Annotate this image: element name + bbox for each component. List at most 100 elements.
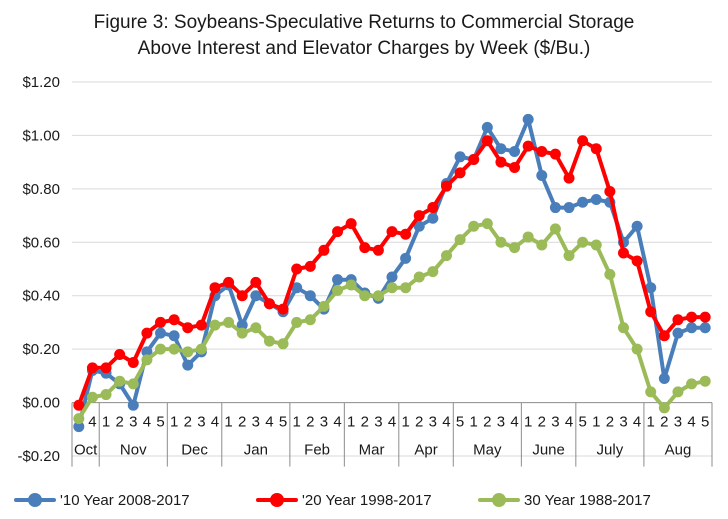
x-tick-week-label: 3 bbox=[429, 414, 437, 431]
data-point-series-1 bbox=[400, 228, 412, 240]
data-point-series-2 bbox=[631, 343, 643, 355]
data-point-series-1 bbox=[549, 148, 561, 160]
data-point-series-0 bbox=[155, 327, 167, 339]
data-point-series-1 bbox=[332, 226, 344, 238]
data-point-series-2 bbox=[536, 239, 548, 251]
x-tick-week-label: 1 bbox=[401, 414, 409, 431]
data-point-series-1 bbox=[372, 244, 384, 256]
x-tick-week-label: 4 bbox=[211, 414, 219, 431]
legend: '10 Year 2008-2017 '20 Year 1998-2017 30… bbox=[0, 488, 728, 512]
data-point-series-2 bbox=[304, 314, 316, 326]
y-tick-label: $1.20 bbox=[22, 74, 60, 91]
data-point-series-1 bbox=[481, 135, 493, 147]
data-point-series-0 bbox=[127, 399, 139, 411]
data-point-series-0 bbox=[658, 373, 670, 385]
data-point-series-1 bbox=[304, 260, 316, 272]
x-tick-month-label: Oct bbox=[74, 442, 98, 459]
x-tick-week-label: 2 bbox=[306, 414, 314, 431]
data-point-series-1 bbox=[590, 143, 602, 155]
data-point-series-0 bbox=[577, 196, 589, 208]
data-point-series-0 bbox=[631, 220, 643, 232]
y-tick-label: $0.80 bbox=[22, 181, 60, 198]
data-point-series-1 bbox=[263, 298, 275, 310]
data-point-series-0 bbox=[536, 170, 548, 181]
data-point-series-2 bbox=[73, 413, 85, 425]
legend-item-30-year: 30 Year 1988-2017 bbox=[478, 488, 651, 512]
x-tick-month-label: May bbox=[473, 442, 502, 459]
x-tick-week-label: 5 bbox=[156, 414, 164, 431]
x-tick-week-label: 2 bbox=[115, 414, 123, 431]
data-point-series-1 bbox=[563, 172, 575, 184]
data-point-series-2 bbox=[277, 338, 289, 350]
data-point-series-2 bbox=[686, 378, 698, 390]
data-point-series-2 bbox=[250, 322, 262, 334]
data-point-series-2 bbox=[522, 231, 534, 243]
data-point-series-0 bbox=[672, 327, 684, 339]
x-tick-month-label: Dec bbox=[181, 442, 208, 459]
data-point-series-0 bbox=[400, 252, 412, 264]
data-point-series-2 bbox=[413, 271, 425, 283]
data-point-series-0 bbox=[332, 274, 344, 286]
legend-swatch-30-year bbox=[478, 493, 520, 507]
x-tick-month-label: Feb bbox=[304, 442, 330, 459]
data-point-series-0 bbox=[645, 282, 657, 294]
x-tick-month-label: Apr bbox=[414, 442, 437, 459]
data-point-series-1 bbox=[114, 348, 126, 360]
data-point-series-2 bbox=[617, 322, 629, 334]
series-lines bbox=[73, 113, 711, 433]
data-point-series-0 bbox=[699, 322, 711, 334]
x-tick-week-label: 2 bbox=[606, 414, 614, 431]
data-point-series-2 bbox=[563, 250, 575, 262]
x-tick-week-label: 4 bbox=[687, 414, 695, 431]
x-tick-week-label: 4 bbox=[442, 414, 450, 431]
x-tick-month-label: Aug bbox=[665, 442, 692, 459]
x-tick-week-label: 5 bbox=[456, 414, 464, 431]
data-point-series-1 bbox=[468, 153, 480, 165]
data-point-series-1 bbox=[495, 156, 507, 168]
data-point-series-1 bbox=[427, 202, 439, 214]
x-tick-month-label: June bbox=[532, 442, 565, 459]
x-tick-week-label: 4 bbox=[388, 414, 396, 431]
x-tick-week-label: 4 bbox=[143, 414, 151, 431]
y-tick-label: $0.00 bbox=[22, 395, 60, 412]
data-point-series-0 bbox=[386, 271, 398, 283]
data-point-series-0 bbox=[509, 145, 521, 157]
data-point-series-1 bbox=[73, 399, 85, 411]
data-point-series-0 bbox=[413, 220, 425, 232]
data-point-series-0 bbox=[168, 330, 180, 342]
x-tick-month-label: Nov bbox=[120, 442, 147, 459]
chart-title-line-1: Figure 3: Soybeans-Speculative Returns t… bbox=[93, 12, 635, 33]
legend-label-30-year: 30 Year 1988-2017 bbox=[524, 491, 651, 509]
legend-item-10-year: '10 Year 2008-2017 bbox=[14, 488, 190, 512]
data-point-series-1 bbox=[291, 263, 303, 275]
data-point-series-1 bbox=[440, 180, 452, 192]
data-point-series-2 bbox=[263, 335, 275, 347]
data-point-series-0 bbox=[454, 151, 466, 163]
x-tick-week-label: 5 bbox=[701, 414, 709, 431]
data-point-series-2 bbox=[658, 402, 670, 414]
data-point-series-0 bbox=[522, 113, 534, 125]
data-point-series-1 bbox=[182, 322, 194, 334]
data-point-series-1 bbox=[658, 330, 670, 342]
x-tick-month-label: Mar bbox=[359, 442, 385, 459]
data-point-series-2 bbox=[114, 375, 126, 387]
data-point-series-0 bbox=[495, 143, 507, 155]
x-tick-week-label: 4 bbox=[265, 414, 273, 431]
x-tick-week-label: 2 bbox=[238, 414, 246, 431]
data-point-series-0 bbox=[686, 322, 698, 334]
data-point-series-1 bbox=[86, 362, 98, 374]
data-point-series-2 bbox=[577, 236, 589, 248]
x-tick-week-label: 1 bbox=[293, 414, 301, 431]
x-tick-week-label: 2 bbox=[361, 414, 369, 431]
data-point-series-0 bbox=[427, 212, 439, 224]
data-point-series-0 bbox=[182, 359, 194, 371]
data-point-series-2 bbox=[454, 234, 466, 246]
data-point-series-0 bbox=[291, 282, 303, 294]
data-point-series-2 bbox=[672, 386, 684, 398]
x-tick-week-label: 4 bbox=[510, 414, 518, 431]
data-point-series-2 bbox=[549, 223, 561, 235]
data-point-series-2 bbox=[127, 378, 139, 390]
data-point-series-2 bbox=[440, 250, 452, 262]
x-tick-week-label: 2 bbox=[483, 414, 491, 431]
